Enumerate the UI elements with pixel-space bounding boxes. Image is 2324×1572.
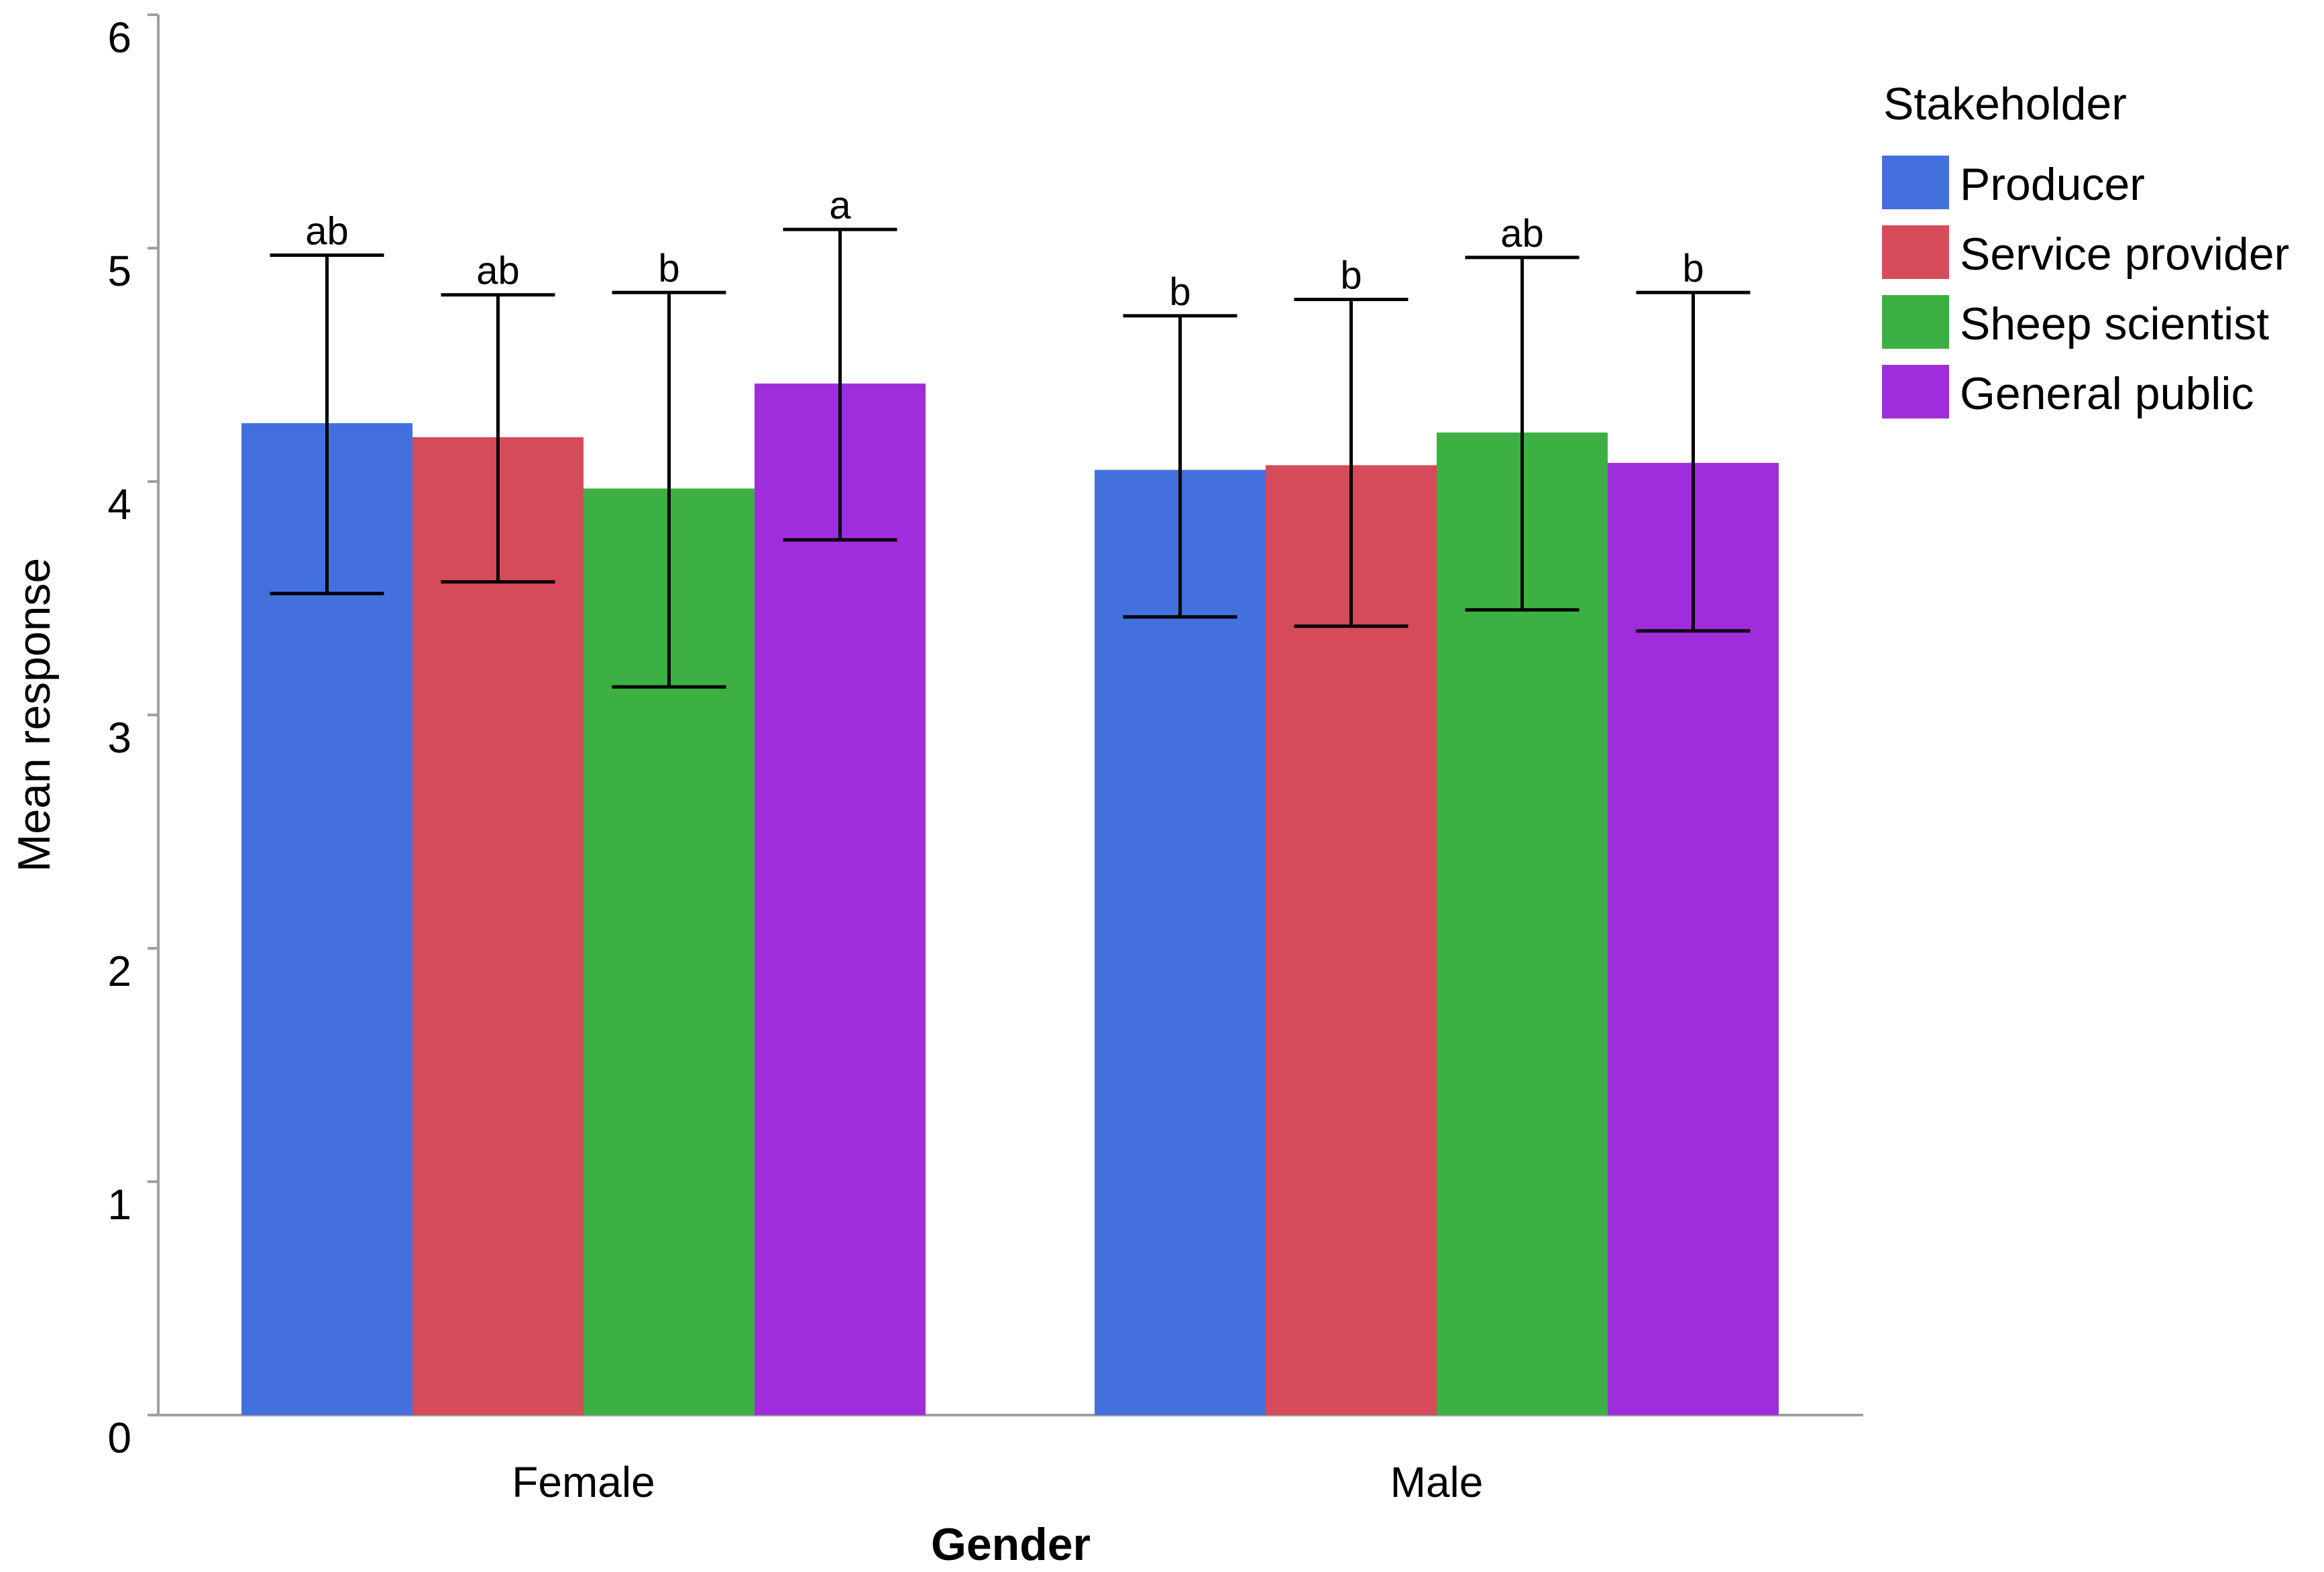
legend-swatch-3 — [1882, 365, 1949, 418]
y-tick-label: 2 — [107, 947, 131, 995]
legend-label-2: Sheep scientist — [1960, 298, 2269, 349]
legend-label-0: Producer — [1960, 159, 2145, 210]
bar-female-3 — [755, 383, 926, 1415]
legend-swatch-0 — [1882, 156, 1949, 209]
x-axis-title: Gender — [931, 1519, 1091, 1570]
significance-label: ab — [1500, 212, 1544, 256]
legend-swatch-1 — [1882, 225, 1949, 279]
y-tick-label: 1 — [107, 1180, 131, 1229]
bar-male-0 — [1095, 469, 1266, 1415]
significance-label: ab — [305, 209, 349, 253]
legend: Stakeholder Producer Service provider Shee… — [1882, 78, 2289, 419]
significance-label: b — [1682, 247, 1704, 290]
significance-label: b — [658, 247, 679, 290]
legend-label-1: Service provider — [1960, 229, 2289, 280]
x-tick-label-female: Female — [512, 1458, 655, 1506]
y-tick-label: 0 — [107, 1414, 131, 1462]
y-tick-label: 3 — [107, 714, 131, 762]
labels: Mean response Gender Female Male — [9, 558, 1483, 1570]
y-tick-label: 4 — [107, 480, 131, 528]
legend-title: Stakeholder — [1883, 78, 2127, 129]
legend-label-3: General public — [1960, 368, 2254, 419]
bar-female-1 — [412, 437, 584, 1415]
y-tick-label: 6 — [107, 13, 131, 62]
significance-label: a — [829, 184, 851, 227]
x-tick-label-male: Male — [1390, 1458, 1484, 1506]
y-axis-title: Mean response — [9, 558, 60, 873]
legend-swatch-2 — [1882, 295, 1949, 349]
bars — [241, 383, 1779, 1416]
significance-label: b — [1340, 254, 1362, 298]
significance-label: ab — [476, 249, 520, 293]
significance-label: b — [1169, 270, 1191, 314]
y-tick-label: 5 — [107, 247, 131, 295]
